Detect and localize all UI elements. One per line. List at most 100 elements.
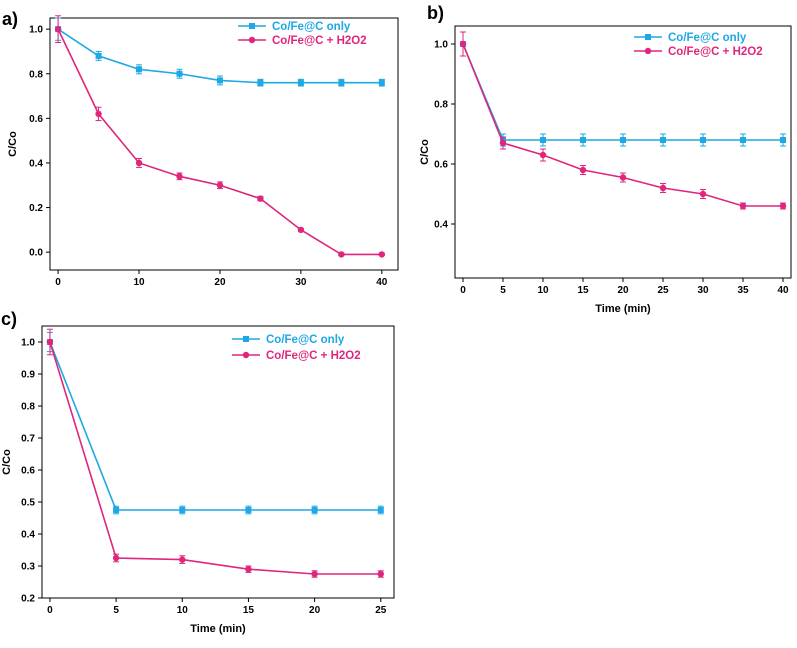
x-tick-label: 20 <box>214 277 226 288</box>
data-point <box>135 159 143 167</box>
x-tick-label: 40 <box>376 277 388 288</box>
legend-marker <box>645 34 651 40</box>
legend-entry: Co/Fe@C only <box>634 32 747 44</box>
data-point <box>46 338 54 346</box>
y-tick-label: 1.0 <box>434 40 448 51</box>
x-tick-label: 25 <box>657 285 669 296</box>
data-point <box>580 137 586 143</box>
y-tick-label: 0.8 <box>29 69 43 80</box>
x-tick-label: 10 <box>537 285 549 296</box>
x-tick-label: 25 <box>375 605 387 616</box>
legend-entry: Co/Fe@C only <box>232 334 345 346</box>
panel-label: c) <box>1 309 17 329</box>
series-co-fe-c-h2o2 <box>46 328 384 578</box>
x-tick-label: 15 <box>243 605 255 616</box>
y-tick-label: 0.4 <box>21 530 35 541</box>
legend-marker <box>242 351 250 359</box>
plot-frame <box>454 25 792 279</box>
data-point <box>297 79 304 86</box>
x-tick-label: 15 <box>577 285 589 296</box>
data-point <box>245 566 252 573</box>
chart-panel-3: c) 0 5 10 15 20 25 0.2 0.3 0.4 0.5 0.6 0.7 0.8 0.9 1.0 C… <box>1 309 395 635</box>
chart-panel-2: b) 0 5 10 15 20 25 30 35 40 0.4 0.6 0.8 1.0 C/Co Time (… <box>419 3 792 315</box>
y-tick-label: 0.0 <box>29 248 43 259</box>
data-point <box>659 184 667 192</box>
series-line <box>462 43 783 141</box>
y-tick-label: 0.7 <box>21 434 35 445</box>
data-point <box>95 110 102 118</box>
legend-entry: Co/Fe@C + H2O2 <box>634 46 763 58</box>
legend-marker <box>248 36 256 44</box>
data-point <box>539 151 547 159</box>
legend-label: Co/Fe@C only <box>266 334 345 346</box>
x-axis-title: Time (min) <box>190 623 246 635</box>
x-tick-label: 40 <box>777 285 789 296</box>
data-point <box>297 226 305 234</box>
x-tick-label: 0 <box>47 605 53 616</box>
x-tick-label: 5 <box>113 605 119 616</box>
series-co-fe-c-h2o2 <box>459 31 787 210</box>
data-point <box>95 52 102 59</box>
series-line <box>49 341 381 511</box>
y-tick-label: 0.9 <box>21 370 35 381</box>
y-tick-label: 1.0 <box>21 338 35 349</box>
y-axis-title: C/Co <box>7 131 19 157</box>
data-point <box>257 195 264 202</box>
series-co-fe-c-h2o2 <box>54 15 386 258</box>
data-point <box>378 79 385 86</box>
data-point <box>113 507 120 513</box>
data-point <box>780 137 786 143</box>
panel-label: b) <box>427 3 444 23</box>
data-point <box>176 173 183 180</box>
data-point <box>377 507 384 513</box>
y-tick-label: 0.5 <box>21 498 35 509</box>
data-point <box>377 570 384 578</box>
data-point <box>779 202 787 210</box>
y-axis-title: C/Co <box>419 139 431 165</box>
data-point <box>338 79 345 86</box>
x-tick-label: 10 <box>177 605 189 616</box>
data-point <box>54 25 62 33</box>
y-tick-label: 0.6 <box>21 466 35 477</box>
x-tick-label: 10 <box>133 277 145 288</box>
data-point <box>378 251 386 258</box>
legend-marker <box>644 47 652 55</box>
data-point <box>216 182 224 189</box>
data-point <box>338 251 345 258</box>
y-tick-label: 0.8 <box>434 100 448 111</box>
data-point <box>620 137 626 143</box>
data-point <box>499 139 507 147</box>
chart-panel-1: a) 0 10 20 30 40 0.0 0.2 0.4 0.6 0.8 1.0 C/Co Co/Fe@C… <box>2 9 399 288</box>
x-tick-label: 30 <box>697 285 709 296</box>
y-tick-label: 0.8 <box>21 402 35 413</box>
plot-frame <box>49 17 399 271</box>
series-line <box>57 28 382 256</box>
data-point <box>136 66 143 73</box>
data-point <box>179 556 186 563</box>
data-point <box>179 507 186 513</box>
y-tick-label: 0.6 <box>434 160 448 171</box>
data-point <box>311 570 318 578</box>
data-point <box>245 507 252 513</box>
data-point <box>311 507 318 513</box>
x-tick-label: 20 <box>309 605 321 616</box>
legend-entry: Co/Fe@C only <box>238 21 351 33</box>
y-axis-title: C/Co <box>1 449 13 475</box>
legend-label: Co/Fe@C + H2O2 <box>266 350 361 362</box>
legend-marker <box>249 23 255 29</box>
y-tick-label: 0.2 <box>29 203 43 214</box>
data-point <box>619 174 627 181</box>
legend-label: Co/Fe@C + H2O2 <box>668 46 763 58</box>
y-tick-label: 0.2 <box>21 594 35 605</box>
data-point <box>699 190 707 198</box>
series-line <box>49 341 381 575</box>
legend-label: Co/Fe@C + H2O2 <box>272 35 367 47</box>
data-point <box>112 554 120 562</box>
legend-label: Co/Fe@C only <box>272 21 351 33</box>
data-point <box>540 137 546 143</box>
y-tick-label: 0.4 <box>434 220 448 231</box>
data-point <box>459 40 467 48</box>
data-point <box>176 70 183 77</box>
data-point <box>257 79 264 86</box>
plot-frame <box>41 325 395 599</box>
